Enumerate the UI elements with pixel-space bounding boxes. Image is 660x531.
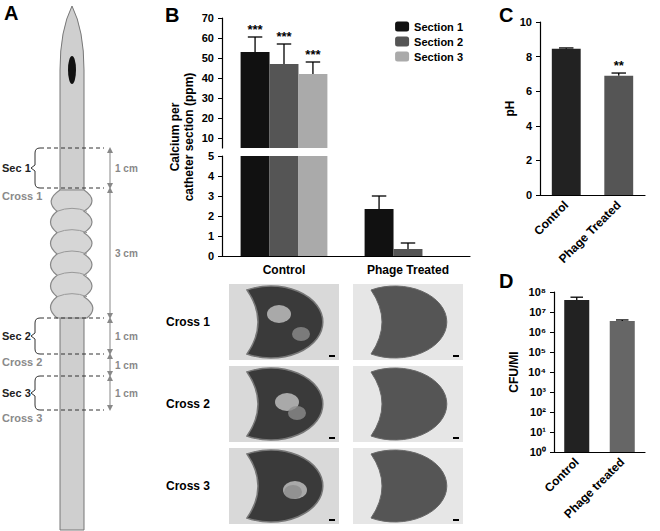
svg-text:Control: Control (263, 263, 306, 277)
svg-text:10³: 10³ (530, 386, 546, 398)
svg-text:2: 2 (526, 154, 532, 166)
svg-text:Calcium per: Calcium per (168, 102, 182, 171)
svg-text:C: C (499, 4, 513, 26)
svg-text:1 cm: 1 cm (115, 163, 138, 174)
svg-text:10⁵: 10⁵ (529, 346, 546, 358)
svg-text:Sec 2: Sec 2 (2, 330, 31, 342)
svg-text:Sec 3: Sec 3 (2, 387, 31, 399)
svg-text:3 cm: 3 cm (115, 248, 138, 259)
svg-text:Section 3: Section 3 (414, 51, 463, 63)
svg-text:***: *** (305, 47, 321, 62)
svg-text:10: 10 (520, 16, 532, 28)
svg-text:B: B (165, 4, 179, 26)
svg-text:**: ** (614, 58, 625, 73)
svg-text:Cross 2: Cross 2 (2, 356, 42, 368)
svg-text:4: 4 (526, 120, 533, 132)
svg-text:***: *** (276, 29, 292, 44)
svg-text:10⁰: 10⁰ (530, 446, 546, 458)
svg-text:10²: 10² (530, 406, 546, 418)
svg-text:0: 0 (208, 250, 214, 262)
svg-text:2: 2 (208, 210, 214, 222)
svg-text:Section 1: Section 1 (414, 21, 463, 33)
svg-text:Cross 2: Cross 2 (166, 397, 210, 411)
svg-text:20: 20 (202, 112, 214, 124)
svg-text:1 cm: 1 cm (115, 331, 138, 342)
svg-text:10⁷: 10⁷ (529, 306, 546, 318)
svg-text:***: *** (247, 22, 263, 37)
svg-text:Phage treated: Phage treated (561, 455, 627, 521)
svg-text:Phage Treated: Phage Treated (556, 198, 624, 266)
svg-text:catheter section (ppm): catheter section (ppm) (182, 73, 196, 202)
svg-text:Cross 1: Cross 1 (2, 190, 42, 202)
svg-text:60: 60 (202, 32, 214, 44)
svg-text:6: 6 (526, 85, 532, 97)
svg-text:40: 40 (202, 72, 214, 84)
svg-text:Phage Treated: Phage Treated (367, 263, 449, 277)
svg-text:A: A (4, 2, 18, 24)
svg-text:10⁴: 10⁴ (528, 366, 546, 378)
svg-text:10: 10 (202, 132, 214, 144)
svg-text:50: 50 (202, 52, 214, 64)
svg-text:5: 5 (208, 150, 214, 162)
svg-text:1 cm: 1 cm (115, 388, 138, 399)
svg-text:3: 3 (208, 190, 214, 202)
svg-text:Section 2: Section 2 (414, 36, 463, 48)
svg-text:30: 30 (202, 92, 214, 104)
svg-text:Cross 3: Cross 3 (166, 479, 210, 493)
svg-text:0: 0 (526, 189, 532, 201)
svg-text:70: 70 (202, 12, 214, 24)
svg-text:CFU/Ml: CFU/Ml (507, 351, 521, 392)
svg-text:4: 4 (208, 170, 215, 182)
svg-text:D: D (499, 270, 513, 292)
svg-text:Control: Control (542, 455, 582, 495)
svg-text:10⁸: 10⁸ (529, 286, 546, 298)
svg-text:Cross 3: Cross 3 (2, 412, 42, 424)
svg-text:Cross 1: Cross 1 (166, 315, 210, 329)
svg-text:Sec 1: Sec 1 (2, 162, 31, 174)
svg-text:pH: pH (503, 101, 517, 117)
svg-text:10¹: 10¹ (530, 426, 546, 438)
svg-text:1 cm: 1 cm (115, 360, 138, 371)
svg-text:10⁶: 10⁶ (529, 326, 546, 338)
svg-text:1: 1 (208, 230, 214, 242)
svg-text:8: 8 (526, 51, 532, 63)
svg-text:Control: Control (531, 198, 571, 238)
